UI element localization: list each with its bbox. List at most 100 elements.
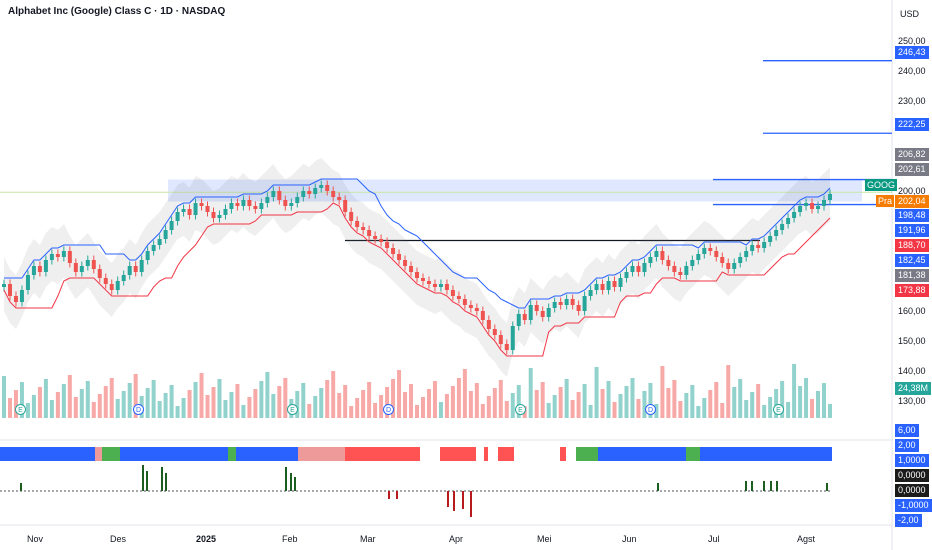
volume-bar: [2, 376, 6, 418]
time-axis-label: Jun: [622, 534, 637, 544]
candle-body: [696, 254, 701, 260]
dividend-event-icon[interactable]: D: [645, 404, 656, 415]
candle-body: [444, 284, 449, 290]
candle-body: [468, 305, 473, 308]
volume-bar: [331, 371, 336, 418]
volume-bar: [259, 381, 264, 418]
volume-bar: [109, 378, 114, 418]
volume-bar: [403, 392, 408, 418]
price-tag: 246,43: [895, 46, 929, 59]
volume-bar: [780, 381, 785, 418]
dividend-event-icon[interactable]: D: [133, 404, 144, 415]
indicator-axis-label: 2,00: [895, 439, 919, 452]
candle-body: [49, 254, 54, 260]
candle-body: [624, 272, 629, 278]
earnings-event-icon[interactable]: E: [773, 404, 784, 415]
candle-body: [397, 254, 402, 260]
price-axis-label: 150,00: [898, 336, 926, 346]
candle-body: [546, 308, 551, 317]
oscillator-bar-positive: [142, 465, 144, 491]
candle-body: [528, 305, 533, 320]
volume-bar: [702, 398, 707, 418]
candle-body: [325, 185, 330, 191]
indicator-strip-segment: [298, 447, 345, 461]
volume-bar: [696, 406, 701, 418]
candle-body: [73, 263, 78, 272]
earnings-event-icon[interactable]: E: [515, 404, 526, 415]
earnings-event-icon[interactable]: E: [15, 404, 26, 415]
volume-bar: [618, 394, 623, 418]
volume-bar: [828, 404, 832, 418]
dividend-event-icon[interactable]: D: [383, 404, 394, 415]
price-axis-label: 200,00: [898, 186, 926, 196]
volume-bar: [720, 403, 725, 418]
volume-bar: [391, 379, 396, 418]
volume-bar: [277, 386, 282, 418]
candle-body: [253, 206, 258, 209]
volume-bar: [199, 373, 204, 418]
time-axis-label: Mar: [360, 534, 376, 544]
candle-body: [660, 251, 665, 260]
volume-bar: [804, 378, 809, 418]
volume-bar: [127, 383, 132, 418]
volume-bar: [630, 378, 635, 418]
candle-body: [522, 314, 527, 320]
oscillator-bar-positive: [290, 473, 292, 491]
candle-body: [409, 266, 414, 272]
candle-body: [738, 257, 743, 263]
volume-bar: [564, 379, 569, 418]
volume-bar: [810, 399, 815, 418]
candle-body: [684, 266, 689, 275]
volume-bar: [349, 406, 354, 418]
candle-body: [229, 203, 234, 209]
candle-body: [666, 260, 671, 266]
volume-bar: [169, 385, 174, 418]
volume-bar: [241, 405, 246, 418]
volume-bar: [151, 380, 156, 418]
candle-body: [115, 281, 120, 290]
candle-body: [211, 212, 216, 218]
candle-body: [109, 284, 114, 290]
volume-bar: [726, 365, 731, 418]
volume-bar: [7, 398, 12, 418]
volume-bar: [211, 387, 216, 418]
price-axis-label: 250,00: [898, 36, 926, 46]
volume-bar: [636, 399, 641, 418]
candle-body: [588, 290, 593, 296]
candle-body: [19, 290, 24, 302]
candle-body: [2, 284, 6, 287]
volume-bar: [582, 384, 587, 418]
volume-bar: [684, 393, 689, 418]
volume-bar: [25, 403, 30, 418]
candle-body: [498, 335, 503, 344]
oscillator-bar-positive: [146, 471, 148, 491]
indicator-strip-segment: [102, 447, 120, 461]
volume-bar: [768, 397, 773, 418]
volume-bar: [319, 388, 324, 418]
symbol-title: Alphabet Inc (Google) Class C · 1D · NAS…: [8, 6, 226, 17]
volume-bar: [822, 383, 827, 418]
oscillator-bar-positive: [776, 481, 778, 491]
price-axis-label: 230,00: [898, 96, 926, 106]
candle-body: [247, 200, 252, 206]
candle-body: [133, 266, 138, 272]
price-tag: 206,82: [895, 148, 929, 161]
volume-bar: [552, 395, 557, 418]
volume-bar: [157, 401, 162, 418]
candle-body: [319, 185, 324, 188]
currency-label[interactable]: USD: [900, 9, 920, 19]
indicator-strip-segment: [0, 447, 95, 461]
volume-bar: [534, 390, 539, 418]
volume-bar: [223, 400, 228, 418]
candle-body: [648, 257, 653, 263]
volume-bar: [528, 368, 533, 418]
candle-body: [756, 245, 761, 248]
candle-body: [540, 311, 545, 317]
volume-bar: [798, 386, 803, 418]
candle-body: [786, 218, 791, 224]
indicator-strip-segment: [498, 447, 514, 461]
earnings-event-icon[interactable]: E: [287, 404, 298, 415]
volume-bar: [253, 389, 258, 418]
